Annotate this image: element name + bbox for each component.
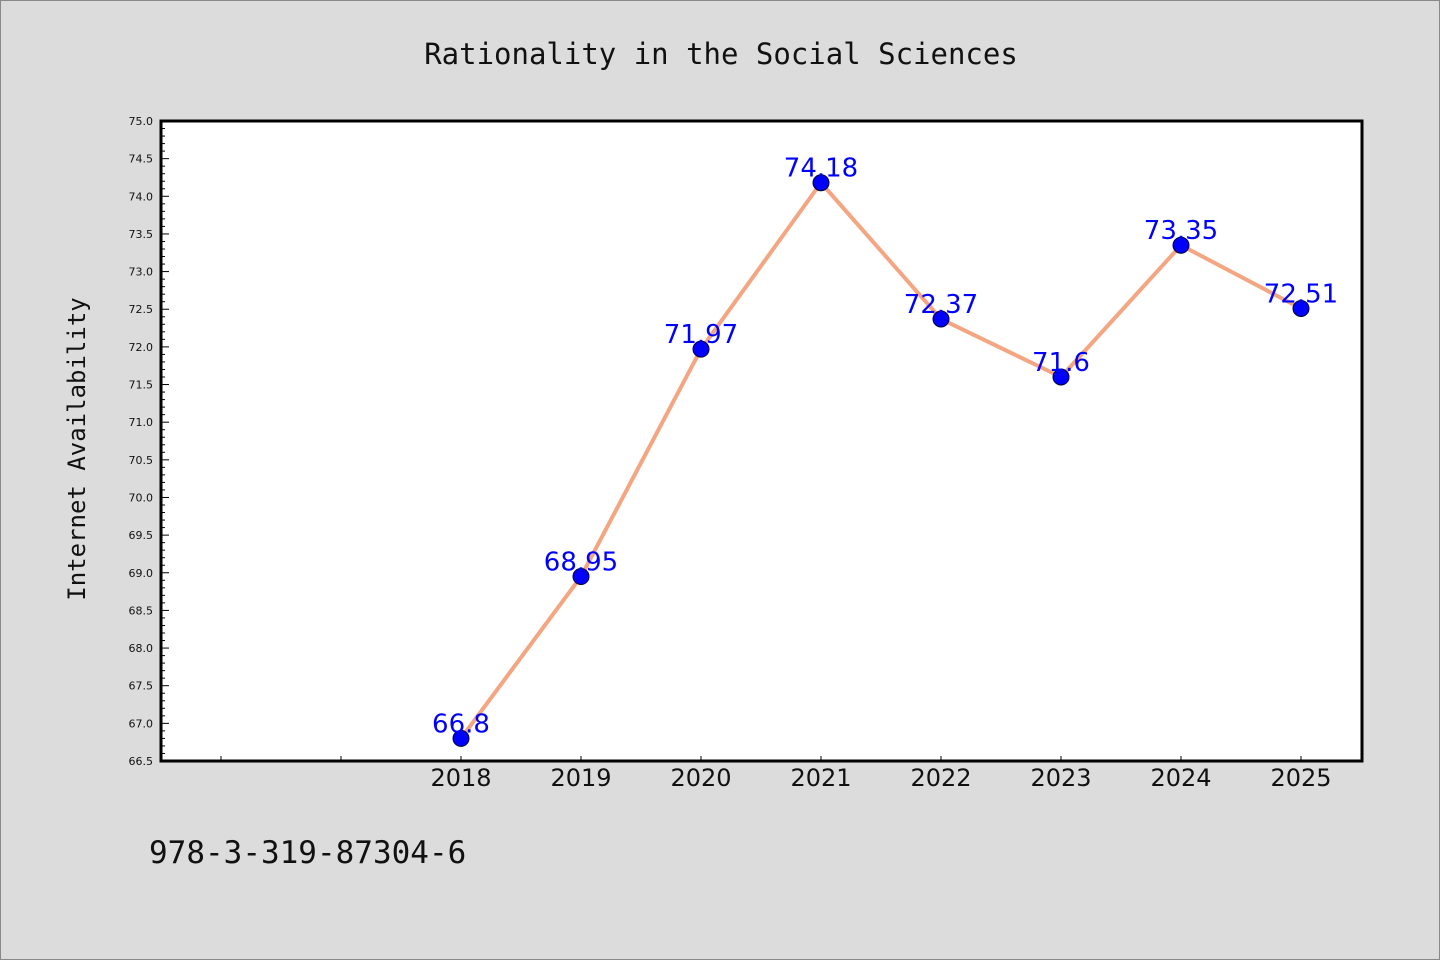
y-tick-label: 74.5 [129,153,154,166]
data-point [572,568,590,586]
data-point [932,310,950,328]
x-tick-label: 2019 [550,764,611,792]
y-tick-label: 72.0 [129,341,154,354]
series-line [459,180,1302,740]
y-tick-label: 72.5 [129,303,154,316]
y-tick-label: 71.0 [129,416,154,429]
y-tick-label: 67.0 [129,717,154,730]
x-tick-label: 2018 [430,764,491,792]
data-label: 74.18 [784,154,858,184]
y-tick-label: 73.0 [129,266,154,279]
data-labels: 66.8 68.95 71.97 74.18 72.37 71.6 73.35 72.51 [432,154,1338,740]
isbn-code: 978-3-319-87304-6 [149,835,467,871]
y-tick-label: 70.5 [129,454,154,467]
y-tick-label: 66.5 [129,755,154,768]
data-point [452,729,470,747]
x-tick-label: 2022 [910,764,971,792]
y-tick-label: 68.0 [129,642,154,655]
y-tick-label: 71.5 [129,379,154,392]
data-series [452,174,1310,747]
data-label: 71.97 [664,320,738,350]
chart-title: Rationality in the Social Sciences [424,37,1018,71]
data-label: 73.35 [1144,216,1218,246]
y-tick-label: 69.5 [129,529,154,542]
x-tick-label: 2020 [670,764,731,792]
data-label: 71.6 [1032,348,1090,378]
y-axis: 66.5 67.0 67.5 68.0 68.5 69.0 69.5 70.0 70.5 71.0… [129,115,169,768]
y-tick-label: 69.0 [129,567,154,580]
y-tick-label: 67.5 [129,680,154,693]
x-tick-label: 2024 [1150,764,1211,792]
plot-area [159,119,1364,763]
x-tick-label: 2023 [1030,764,1091,792]
y-tick-label: 75.0 [129,115,154,128]
data-point [812,174,830,192]
data-label: 72.37 [904,290,978,320]
y-tick-label: 68.5 [129,604,154,617]
data-label: 68.95 [544,548,618,578]
y-tick-label: 73.5 [129,228,154,241]
data-point [1052,368,1070,386]
data-point [1292,299,1310,317]
y-axis-label: Internet Availability [63,297,91,600]
x-axis: 2018 2019 2020 2021 2022 2023 2024 2025 [220,756,1332,792]
data-point [1172,236,1190,254]
x-tick-label: 2021 [790,764,851,792]
data-label: 72.51 [1264,279,1338,309]
y-tick-label: 74.0 [129,190,154,203]
data-label: 66.8 [432,709,490,739]
y-tick-label: 70.0 [129,491,154,504]
data-point [692,340,710,358]
x-tick-label: 2025 [1270,764,1331,792]
